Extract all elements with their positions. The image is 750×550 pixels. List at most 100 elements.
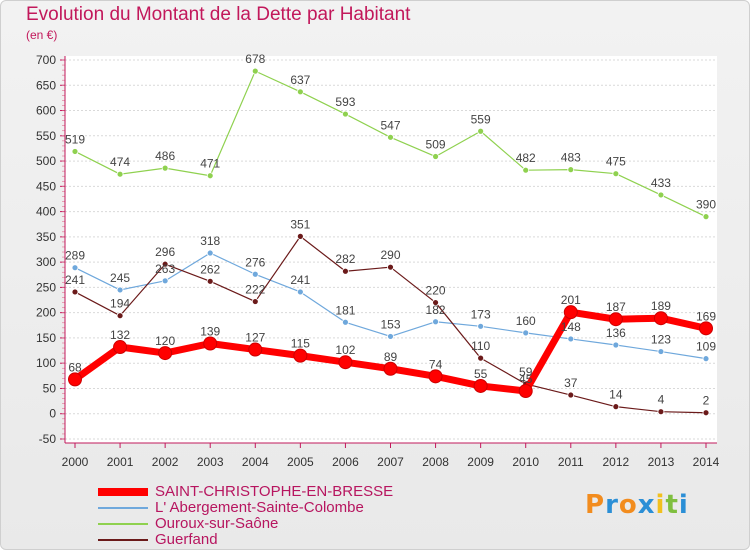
series-point bbox=[702, 213, 710, 221]
data-label: 109 bbox=[696, 340, 716, 354]
data-label: 474 bbox=[110, 155, 130, 169]
data-label: 471 bbox=[200, 157, 220, 171]
series-point bbox=[612, 403, 620, 411]
y-tick-label: 350 bbox=[36, 230, 56, 244]
x-tick-label: 2005 bbox=[287, 455, 314, 469]
data-label: 433 bbox=[651, 176, 671, 190]
data-label: 559 bbox=[471, 112, 491, 126]
series-point bbox=[206, 249, 214, 257]
y-tick-label: -50 bbox=[39, 432, 57, 446]
data-label: 181 bbox=[335, 303, 355, 317]
series-point bbox=[248, 342, 263, 357]
line-chart: -50 0 50 100 150 200 250 300 350 400 450 500 550 600 6… bbox=[36, 52, 720, 469]
data-label: 173 bbox=[471, 307, 491, 321]
data-label: 123 bbox=[651, 333, 671, 347]
y-tick-label: 500 bbox=[36, 154, 56, 168]
series-point bbox=[161, 164, 169, 172]
series-point bbox=[206, 277, 214, 285]
series-point bbox=[612, 170, 620, 178]
legend-label: Ouroux-sur-Saône bbox=[155, 515, 279, 532]
series-point bbox=[657, 191, 665, 199]
series-point bbox=[699, 321, 713, 336]
series-point bbox=[653, 311, 668, 326]
proxiti-logo: Proxiti bbox=[585, 490, 689, 520]
x-tick-label: 2014 bbox=[693, 455, 720, 469]
data-label: 390 bbox=[696, 198, 716, 212]
data-label: 127 bbox=[245, 331, 265, 345]
legend-swatch bbox=[98, 507, 148, 509]
data-label: 519 bbox=[65, 132, 85, 146]
data-label: 187 bbox=[606, 300, 626, 314]
series-point bbox=[477, 322, 485, 330]
series-point bbox=[71, 264, 79, 272]
series-point bbox=[251, 298, 259, 305]
series-point bbox=[608, 312, 623, 327]
data-label: 222 bbox=[245, 283, 265, 297]
y-tick-label: 200 bbox=[36, 306, 56, 320]
x-tick-label: 2013 bbox=[648, 455, 675, 469]
data-label: 102 bbox=[335, 343, 355, 357]
data-label: 220 bbox=[426, 284, 446, 298]
series-point bbox=[657, 408, 665, 416]
series-point bbox=[342, 110, 349, 118]
series-point bbox=[206, 172, 214, 180]
data-label: 89 bbox=[384, 350, 398, 364]
x-tick-label: 2002 bbox=[152, 455, 179, 469]
data-label: 282 bbox=[335, 252, 355, 266]
series-point bbox=[567, 391, 575, 399]
data-label: 110 bbox=[471, 339, 490, 353]
data-label: 59 bbox=[519, 365, 533, 379]
data-label: 45 bbox=[519, 372, 533, 386]
data-label: 68 bbox=[68, 360, 82, 374]
y-tick-label: 450 bbox=[36, 179, 56, 193]
series-point bbox=[71, 288, 79, 296]
series-point bbox=[387, 333, 394, 340]
series-point bbox=[428, 369, 443, 384]
series-point bbox=[296, 232, 304, 240]
data-label: 482 bbox=[516, 151, 536, 165]
data-label: 475 bbox=[606, 155, 626, 169]
series-point bbox=[116, 170, 124, 178]
y-tick-label: 400 bbox=[36, 205, 56, 219]
data-label: 289 bbox=[65, 249, 85, 263]
y-tick-label: 50 bbox=[43, 381, 57, 395]
data-label: 201 bbox=[561, 293, 581, 307]
data-label: 55 bbox=[474, 367, 488, 381]
legend-label: L' Abergement-Sainte-Colombe bbox=[155, 499, 364, 516]
series-point bbox=[567, 166, 575, 174]
series-point bbox=[477, 127, 485, 135]
data-label: 318 bbox=[200, 234, 220, 248]
series-point bbox=[563, 305, 578, 320]
series-point bbox=[161, 260, 169, 268]
data-label: 74 bbox=[429, 357, 443, 371]
x-tick-label: 2004 bbox=[242, 455, 269, 469]
data-label: 276 bbox=[245, 255, 265, 269]
series-point bbox=[387, 133, 394, 141]
data-label: 262 bbox=[200, 262, 220, 276]
x-tick-label: 2011 bbox=[558, 455, 584, 469]
series-point bbox=[432, 153, 439, 160]
data-label: 290 bbox=[380, 248, 400, 262]
data-label: 351 bbox=[290, 217, 310, 231]
series-point bbox=[116, 312, 124, 320]
series-point bbox=[702, 409, 710, 417]
data-label: 547 bbox=[380, 118, 400, 132]
series-point bbox=[296, 288, 304, 296]
series-point bbox=[203, 336, 218, 351]
series-point bbox=[158, 346, 173, 361]
y-tick-label: 650 bbox=[36, 78, 56, 92]
x-tick-label: 2000 bbox=[62, 455, 89, 469]
series-point bbox=[657, 348, 665, 355]
legend-swatch bbox=[98, 539, 148, 541]
chart-title: Evolution du Montant de la Dette par Hab… bbox=[26, 4, 411, 25]
y-tick-label: 700 bbox=[36, 53, 56, 67]
data-label: 182 bbox=[426, 303, 446, 317]
data-label: 14 bbox=[609, 388, 623, 402]
series-point bbox=[473, 378, 488, 393]
data-label: 509 bbox=[426, 138, 446, 152]
series-point bbox=[161, 277, 169, 285]
data-label: 483 bbox=[561, 151, 581, 165]
data-label: 637 bbox=[290, 73, 310, 87]
y-tick-label: 100 bbox=[36, 356, 56, 370]
data-label: 296 bbox=[155, 245, 175, 259]
